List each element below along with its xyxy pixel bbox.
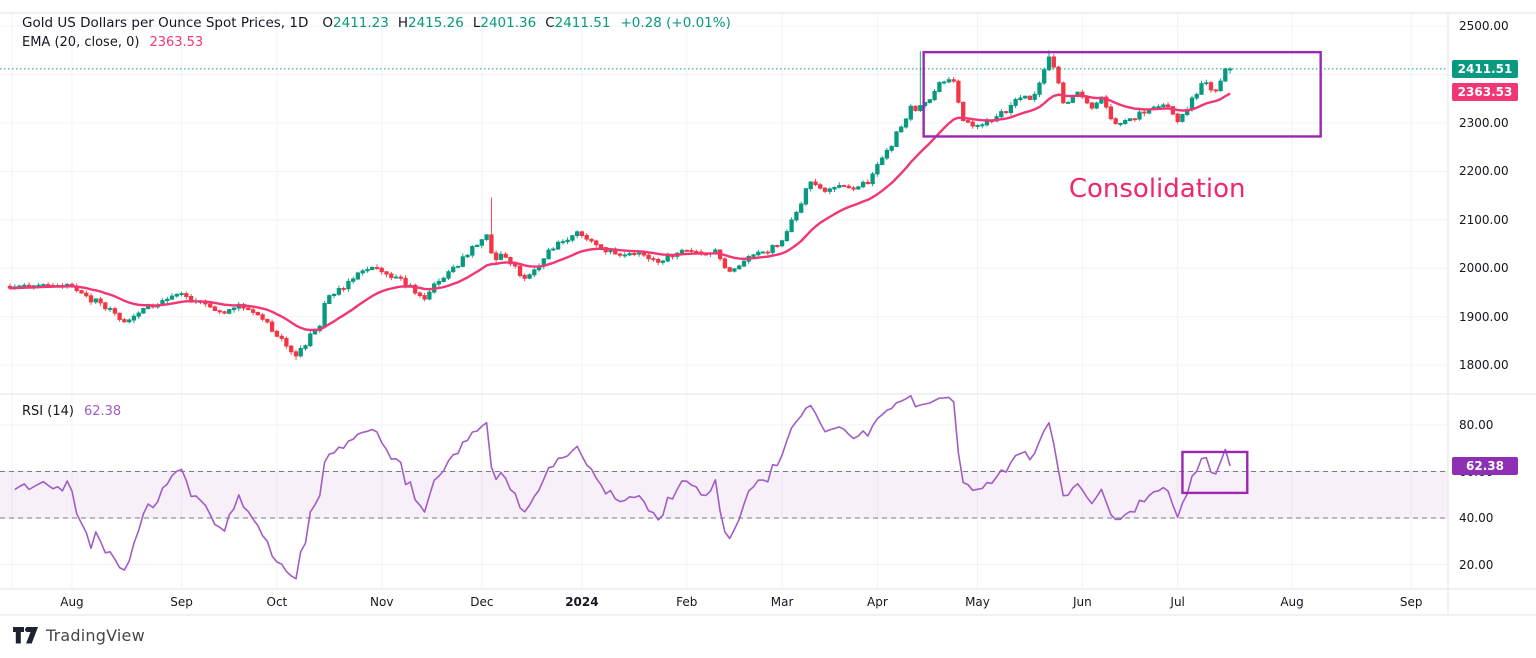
rsi-indicator-value: 62.38: [83, 404, 122, 419]
high-value: 2415.26: [408, 15, 464, 31]
tradingview-brand-text: TradingView: [46, 626, 145, 645]
last-price-badge: 2411.51: [1452, 59, 1518, 78]
tradingview-logo-icon: [13, 627, 38, 644]
rsi-tick-label: 80.00: [1459, 418, 1494, 432]
price-tick-label: 2100.00: [1459, 212, 1509, 227]
symbol-legend-row: Gold US Dollars per Ounce Spot Prices, 1…: [22, 15, 731, 31]
price-tick-label: 2300.00: [1459, 115, 1509, 130]
time-axis-label: Feb: [676, 595, 698, 609]
price-tick-label: 2200.00: [1459, 164, 1509, 179]
rsi-legend-row: RSI (14) 62.38: [22, 404, 121, 419]
price-tick-label: 1900.00: [1459, 309, 1509, 324]
ema-legend-row: EMA (20, close, 0) 2363.53: [22, 35, 731, 50]
price-tick-label: 2500.00: [1459, 19, 1509, 33]
time-axis-label: 2024: [565, 595, 599, 609]
rsi-value-badge: 62.38: [1452, 456, 1518, 475]
time-axis-label: Dec: [470, 595, 494, 609]
time-axis-label: Oct: [266, 595, 288, 609]
close-value: 2411.51: [554, 15, 611, 31]
rsi-tick-label: 40.00: [1459, 511, 1494, 525]
rsi-tick-label: 20.00: [1459, 557, 1494, 572]
rsi-highlight-box[interactable]: [1181, 450, 1249, 495]
time-axis-label: Mar: [770, 595, 794, 609]
rsi-indicator-label: RSI (14): [22, 404, 74, 419]
consolidation-annotation-text[interactable]: Consolidation: [1069, 174, 1246, 204]
ema-indicator-label: EMA (20, close, 0): [22, 35, 140, 50]
time-axis-label: Sep: [1399, 595, 1423, 609]
consolidation-box[interactable]: [922, 50, 1322, 138]
time-axis-label: Apr: [867, 595, 888, 609]
change-value: +0.28 (+0.01%): [620, 15, 731, 31]
time-axis-label: Nov: [370, 595, 394, 609]
open-value: 2411.23: [333, 15, 389, 31]
tradingview-attribution[interactable]: TradingView: [13, 626, 145, 645]
ema-indicator-value: 2363.53: [149, 35, 204, 50]
low-letter: L: [472, 15, 481, 31]
open-letter: O: [322, 15, 334, 31]
price-tick-label: 1800.00: [1459, 358, 1509, 373]
price-tick-label: 2000.00: [1459, 261, 1509, 276]
high-letter: H: [397, 15, 408, 31]
symbol-title: Gold US Dollars per Ounce Spot Prices, 1…: [22, 15, 309, 31]
low-value: 2401.36: [480, 15, 537, 31]
rsi-legend[interactable]: RSI (14) 62.38: [22, 404, 121, 419]
time-axis-label: May: [965, 595, 990, 609]
time-axis-label: Jun: [1072, 595, 1092, 609]
chart-legend[interactable]: Gold US Dollars per Ounce Spot Prices, 1…: [22, 15, 731, 50]
time-axis-label: Aug: [60, 595, 84, 609]
time-axis-label: Sep: [170, 595, 193, 609]
time-axis-label: Aug: [1280, 595, 1304, 609]
ema-value-badge: 2363.53: [1452, 83, 1518, 102]
close-letter: C: [545, 15, 555, 31]
time-axis-label: Jul: [1170, 595, 1185, 609]
